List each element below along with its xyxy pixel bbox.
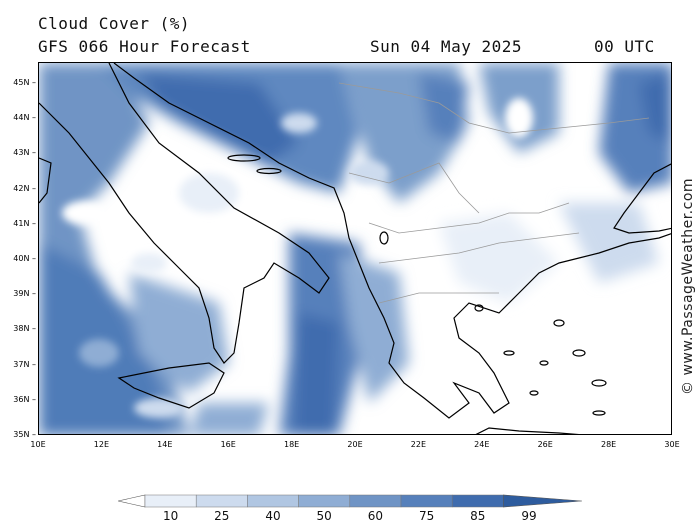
longitude-label: 10E — [30, 440, 46, 449]
longitude-label: 18E — [283, 440, 300, 449]
longitude-label: 14E — [157, 440, 173, 449]
forecast-time: 00 UTC — [594, 37, 655, 56]
longitude-label: 26E — [537, 440, 553, 449]
legend-swatch — [298, 494, 351, 508]
forecast-subtitle: GFS 066 Hour Forecast — [38, 37, 251, 56]
longitude-label: 24E — [474, 440, 490, 449]
latitude-label: 39N – — [13, 289, 36, 299]
legend-label: 10 — [162, 509, 179, 523]
legend-label: 50 — [316, 509, 332, 523]
legend-min-arrow — [118, 494, 146, 508]
forecast-date: Sun 04 May 2025 — [370, 37, 522, 56]
copyright-text: © www.PassageWeather.com — [680, 177, 696, 395]
legend-label: 40 — [265, 509, 281, 523]
latitude-label: 45N – — [13, 78, 36, 88]
cloud-cover-highlights — [62, 98, 533, 418]
longitude-label: 28E — [600, 440, 617, 449]
cloud-cover-legend — [118, 494, 582, 508]
latitude-label: 40N – — [13, 254, 36, 264]
longitude-label: 30E — [664, 440, 680, 449]
longitude-label: 16E — [220, 440, 236, 449]
legend-label: 85 — [470, 509, 486, 523]
longitude-label: 22E — [410, 440, 427, 449]
country-borders — [338, 82, 650, 304]
legend-swatch — [400, 494, 453, 508]
latitude-label: 41N – — [13, 218, 36, 228]
latitude-label: 43N – — [13, 148, 36, 158]
legend-swatch — [349, 494, 402, 508]
legend-swatch — [451, 494, 504, 508]
latitude-label: 44N – — [13, 113, 36, 123]
legend-swatch — [247, 494, 299, 508]
coastlines — [39, 63, 671, 434]
longitude-label: 20E — [347, 440, 363, 449]
map-title: Cloud Cover (%) — [38, 14, 190, 33]
legend-label: 60 — [367, 509, 384, 523]
legend-label: 25 — [214, 509, 230, 523]
latitude-label: 37N – — [13, 359, 36, 369]
legend-label: 99 — [521, 509, 537, 523]
latitude-label: 42N – — [13, 183, 36, 193]
longitude-label: 12E — [93, 440, 110, 449]
map-canvas — [39, 63, 671, 434]
legend-swatch — [195, 494, 248, 508]
latitude-label: 36N – — [13, 394, 36, 404]
legend-max-arrow — [503, 494, 582, 508]
cloud-cover-map — [38, 62, 672, 435]
latitude-label: 35N – — [13, 430, 36, 439]
legend-label: 75 — [418, 509, 435, 523]
latitude-label: 38N – — [13, 324, 36, 334]
legend-swatch — [144, 494, 197, 508]
